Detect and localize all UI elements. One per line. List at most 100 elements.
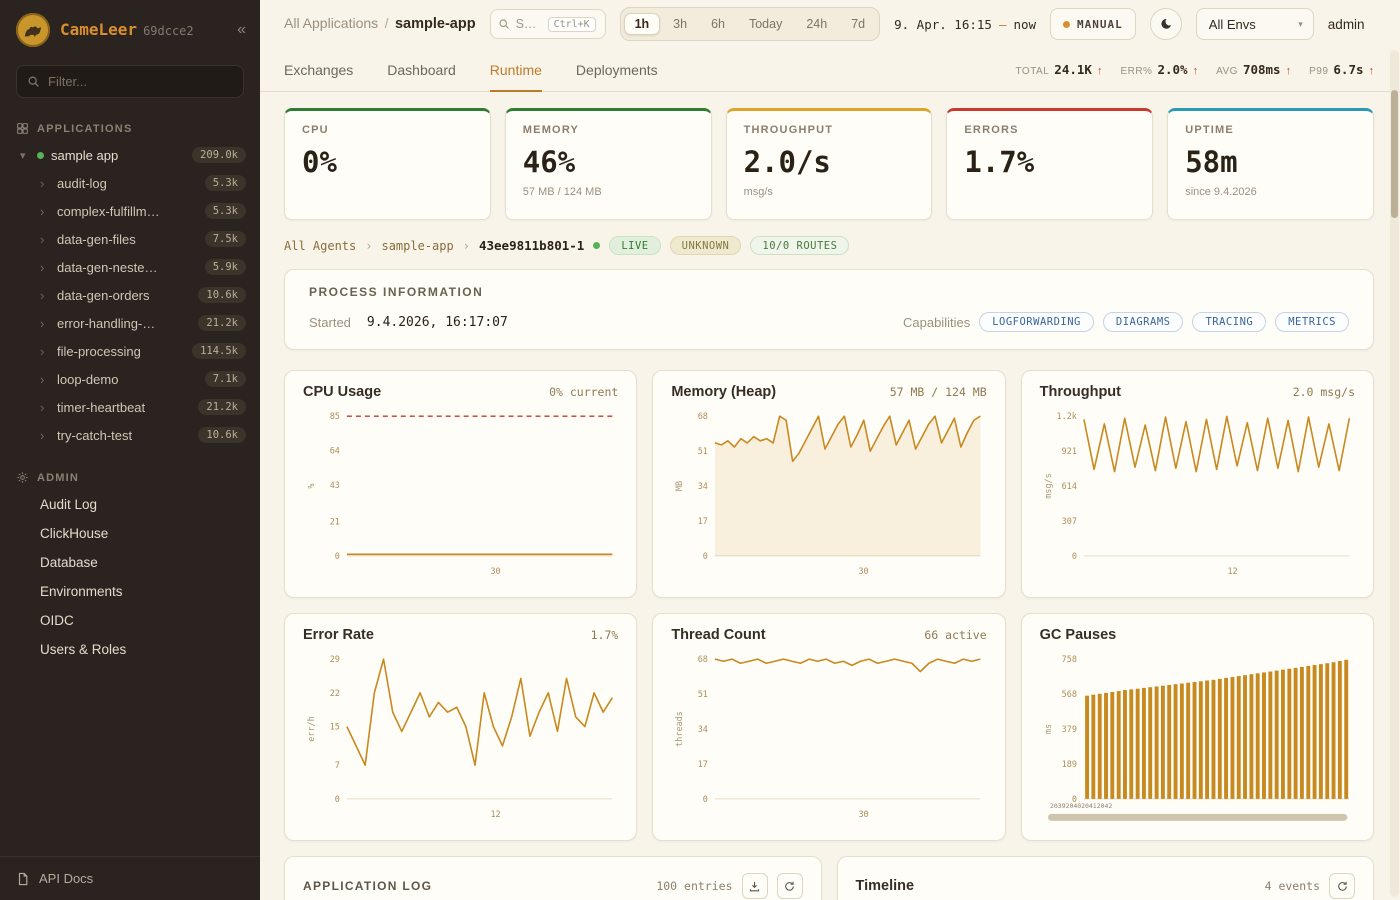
capability-metrics: METRICS <box>1275 312 1349 332</box>
chart-cpu-usage: CPU Usage 0% current 0 21 43 64 85% 30 <box>284 370 638 598</box>
download-button[interactable] <box>741 873 768 899</box>
sidebar-item-file-processing[interactable]: › file-processing 114.5k <box>0 337 260 365</box>
count-badge: 5.3k <box>204 175 246 191</box>
svg-text:921: 921 <box>1061 446 1076 456</box>
global-search[interactable]: Ctrl+K <box>489 9 606 39</box>
gc-pauses-plot: 0 189 379 568 758 ms 2039204020412042 <box>1040 647 1355 828</box>
content-area: CPU 0% MEMORY 46% 57 MB / 124 MB THROUGHPUT… <box>260 92 1400 900</box>
svg-text:64: 64 <box>330 446 340 456</box>
range-button-3h[interactable]: 3h <box>662 13 698 35</box>
sidebar-item-sample-app[interactable]: ▾ sample app 209.0k <box>0 141 260 169</box>
svg-text:307: 307 <box>1061 516 1076 526</box>
api-docs-link[interactable]: API Docs <box>0 856 260 900</box>
capability-diagrams: DIAGRAMS <box>1102 312 1184 332</box>
throughput-plot: 0 307 614 921 1.2k msg/s 12 <box>1040 404 1355 585</box>
admin-item-audit-log[interactable]: Audit Log <box>40 497 98 512</box>
count-badge: 10.6k <box>198 427 246 443</box>
refresh-button[interactable] <box>1329 873 1355 899</box>
capability-logforwarding: LOGFORWARDING <box>979 312 1094 332</box>
admin-item-database[interactable]: Database <box>40 555 98 570</box>
svg-text:68: 68 <box>698 411 708 421</box>
svg-text:7: 7 <box>335 760 340 770</box>
status-dot-green <box>593 242 601 249</box>
refresh-button[interactable] <box>776 873 803 899</box>
sidebar-item-error-handling[interactable]: › error-handling-… 21.2k <box>0 309 260 337</box>
manual-refresh-button[interactable]: MANUAL <box>1050 8 1136 40</box>
env-select[interactable]: All Envs ▾ <box>1195 8 1314 40</box>
badge-unknown: UNKNOWN <box>669 236 742 255</box>
tab-exchanges[interactable]: Exchanges <box>284 61 354 78</box>
sidebar-filter <box>16 65 244 98</box>
chevron-right-icon: › <box>40 175 45 191</box>
memory-heap-plot: 0 17 34 51 68 MB 30 <box>671 404 986 585</box>
sidebar-item-audit-log[interactable]: › audit-log 5.3k <box>0 169 260 197</box>
chevron-right-icon: › <box>40 427 45 443</box>
breadcrumb-agent-app[interactable]: sample-app <box>381 238 454 253</box>
svg-text:2039204020412042: 2039204020412042 <box>1050 802 1112 810</box>
svg-text:758: 758 <box>1061 654 1076 664</box>
refresh-icon <box>1337 881 1347 891</box>
chart-throughput: Throughput 2.0 msg/s 0 307 614 921 1.2k msg/s 1… <box>1020 370 1374 598</box>
download-icon <box>749 881 760 891</box>
sidebar-item-data-gen-nested[interactable]: › data-gen-neste… 5.9k <box>0 253 260 281</box>
capabilities: Capabilities LOGFORWARDING DIAGRAMS TRAC… <box>903 312 1349 332</box>
log-entries-count: 100 entries <box>656 879 733 893</box>
sidebar-item-data-gen-files[interactable]: › data-gen-files 7.5k <box>0 225 260 253</box>
admin-item-users-roles[interactable]: Users & Roles <box>40 642 127 657</box>
manual-dot-icon <box>1063 20 1071 28</box>
time-range-segmented-control: 1h 3h 6h Today 24h 7d <box>619 7 881 41</box>
search-shortcut-kbd: Ctrl+K <box>547 16 596 32</box>
range-button-today[interactable]: Today <box>738 13 793 35</box>
kpi-card-cpu: CPU 0% <box>284 108 491 220</box>
range-button-1h[interactable]: 1h <box>623 13 661 35</box>
chevron-right-icon: › <box>40 231 45 247</box>
tab-runtime[interactable]: Runtime <box>489 48 543 92</box>
svg-text:189: 189 <box>1061 759 1076 769</box>
chart-memory-heap: Memory (Heap) 57 MB / 124 MB 0 17 34 51 68 MB 3… <box>652 370 1006 598</box>
range-button-6h[interactable]: 6h <box>700 13 736 35</box>
admin-item-environments[interactable]: Environments <box>40 584 123 599</box>
camel-logo-icon <box>16 13 50 47</box>
breadcrumb-all-agents[interactable]: All Agents <box>284 238 357 253</box>
chevron-right-icon: › <box>40 371 45 387</box>
kpi-cards: CPU 0% MEMORY 46% 57 MB / 124 MB THROUGHPUT… <box>284 108 1374 220</box>
svg-text:17: 17 <box>698 759 708 769</box>
gear-icon <box>17 472 28 483</box>
breadcrumb: All Applications / sample-app <box>284 15 476 32</box>
sidebar-item-timer-heartbeat[interactable]: › timer-heartbeat 21.2k <box>0 393 260 421</box>
global-search-input[interactable] <box>515 17 542 31</box>
sidebar-filter-input[interactable] <box>48 74 233 89</box>
svg-text:err/h: err/h <box>306 716 316 742</box>
application-log-title: APPLICATION LOG <box>303 879 433 893</box>
chevron-right-icon: › <box>40 399 45 415</box>
sidebar-item-try-catch-test[interactable]: › try-catch-test 10.6k <box>0 421 260 449</box>
bottom-panels: APPLICATION LOG 100 entries <box>284 856 1374 900</box>
tab-dashboard[interactable]: Dashboard <box>387 61 456 78</box>
admin-item-clickhouse[interactable]: ClickHouse <box>40 526 109 541</box>
range-button-24h[interactable]: 24h <box>795 13 838 35</box>
admin-item-oidc[interactable]: OIDC <box>40 613 74 628</box>
sidebar-collapse-button[interactable]: « <box>237 21 246 38</box>
chevron-right-icon: › <box>40 203 45 219</box>
svg-text:22: 22 <box>330 688 340 698</box>
process-info-title: PROCESS INFORMATION <box>309 285 484 299</box>
count-badge: 7.1k <box>204 371 246 387</box>
breadcrumb-all-applications[interactable]: All Applications <box>284 15 379 31</box>
sidebar-item-data-gen-orders[interactable]: › data-gen-orders 10.6k <box>0 281 260 309</box>
stat-avg: AVG 708ms ↑ <box>1216 62 1292 77</box>
svg-text:0: 0 <box>1071 551 1076 561</box>
tab-deployments[interactable]: Deployments <box>575 61 658 78</box>
time-range-display[interactable]: 9. Apr. 16:15 — now <box>894 16 1037 32</box>
chevron-down-icon: ▾ <box>1298 18 1303 29</box>
application-log-panel: APPLICATION LOG 100 entries <box>284 856 822 900</box>
thread-count-plot: 0 17 34 51 68 threads 30 <box>671 647 986 828</box>
svg-text:30: 30 <box>859 566 869 576</box>
sidebar-item-complex-fulfillment[interactable]: › complex-fulfillm… 5.3k <box>0 197 260 225</box>
dark-mode-toggle[interactable] <box>1149 8 1182 40</box>
scrollbar-thumb[interactable] <box>1391 90 1398 218</box>
app-build-id: 69dcce2 <box>143 24 194 38</box>
sidebar-item-loop-demo[interactable]: › loop-demo 7.1k <box>0 365 260 393</box>
svg-text:30: 30 <box>859 809 869 819</box>
vertical-scrollbar[interactable] <box>1390 50 1399 897</box>
range-button-7d[interactable]: 7d <box>840 13 876 35</box>
